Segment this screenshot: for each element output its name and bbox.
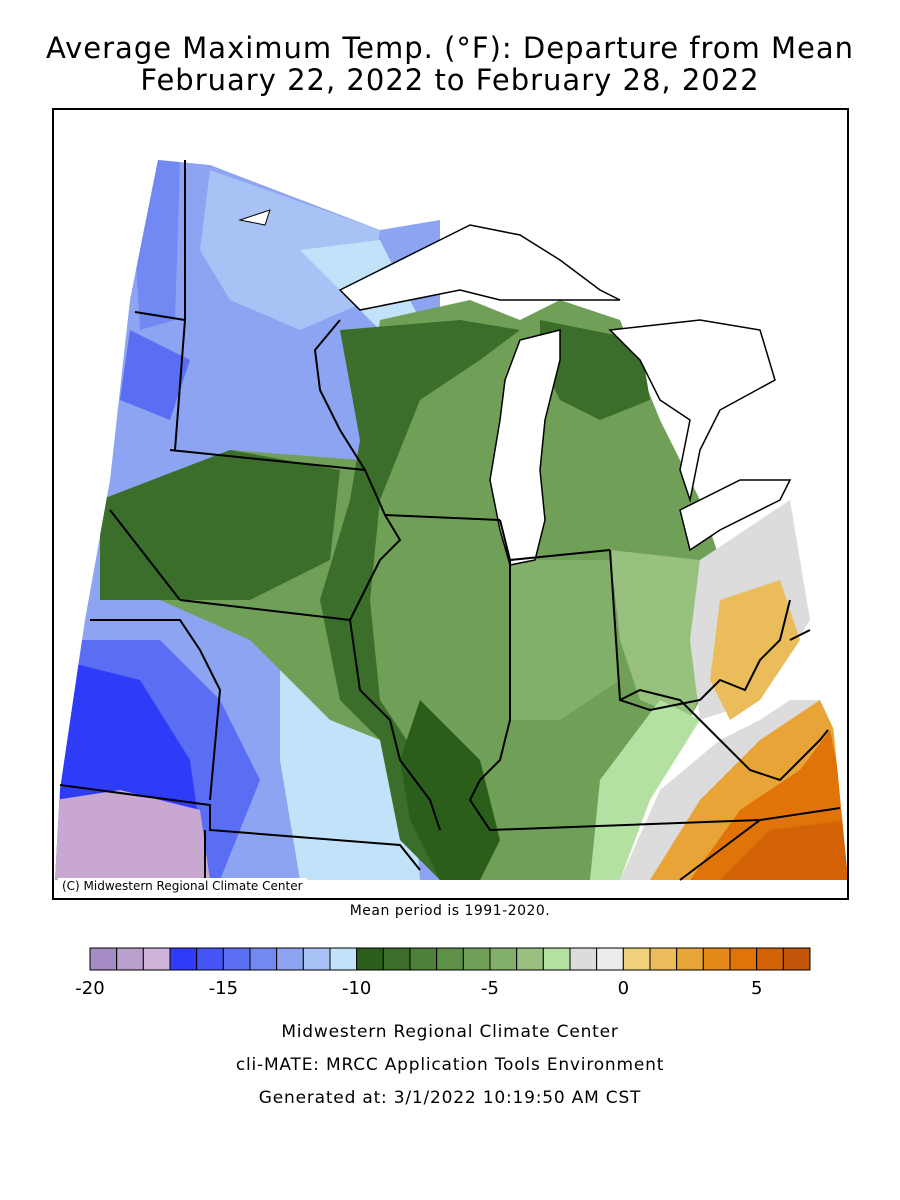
legend-swatch — [649, 947, 678, 971]
footer-org: Midwestern Regional Climate Center — [281, 1022, 619, 1042]
legend-swatch — [782, 947, 811, 971]
legend-swatch — [276, 947, 304, 971]
legend-swatch — [676, 947, 704, 971]
map-title: Average Maximum Temp. (°F): Departure fr… — [45, 31, 855, 65]
legend-tick-label: 5 — [751, 978, 762, 999]
legend-swatch — [622, 947, 651, 971]
legend-swatch — [382, 947, 411, 971]
legend-swatches — [89, 947, 811, 971]
footer-tool: cli-MATE: MRCC Application Tools Environ… — [235, 1055, 665, 1075]
legend-swatch — [489, 947, 518, 971]
legend-swatch — [756, 947, 784, 971]
legend-swatch — [409, 947, 438, 971]
state-borders — [59, 160, 841, 881]
legend-tick-label: -10 — [342, 978, 371, 999]
legend-swatch — [356, 947, 384, 971]
legend-swatch — [249, 947, 278, 971]
legend-swatch — [569, 947, 598, 971]
legend-ticks: -20 -15 -10 -5 0 5 — [75, 978, 762, 999]
legend-swatch — [169, 947, 198, 971]
legend-swatch — [329, 947, 358, 971]
legend-tick-label: -20 — [75, 978, 104, 999]
legend-swatch — [142, 947, 171, 971]
legend-swatch — [196, 947, 224, 971]
legend-swatch — [729, 947, 758, 971]
mean-period-note: Mean period is 1991-2020. — [349, 903, 551, 919]
legend-swatch — [436, 947, 464, 971]
legend-swatch — [702, 947, 731, 971]
legend-swatch — [542, 947, 571, 971]
legend-swatch — [516, 947, 544, 971]
legend-tick-label: -5 — [481, 978, 499, 999]
footer-generated: Generated at: 3/1/2022 10:19:50 AM CST — [258, 1088, 642, 1108]
legend-swatch — [116, 947, 144, 971]
legend-swatch — [89, 947, 118, 971]
legend-swatch — [462, 947, 491, 971]
great-lakes — [238, 209, 792, 566]
color-legend: -20 -15 -10 -5 0 5 — [75, 947, 811, 999]
legend-tick-label: 0 — [618, 978, 629, 999]
legend-swatch — [302, 947, 331, 971]
copyright-label: (C) Midwestern Regional Climate Center — [58, 878, 307, 894]
legend-tick-label: -15 — [209, 978, 238, 999]
map-date-range: February 22, 2022 to February 28, 2022 — [140, 63, 760, 97]
legend-swatch — [222, 947, 251, 971]
legend-swatch — [596, 947, 624, 971]
